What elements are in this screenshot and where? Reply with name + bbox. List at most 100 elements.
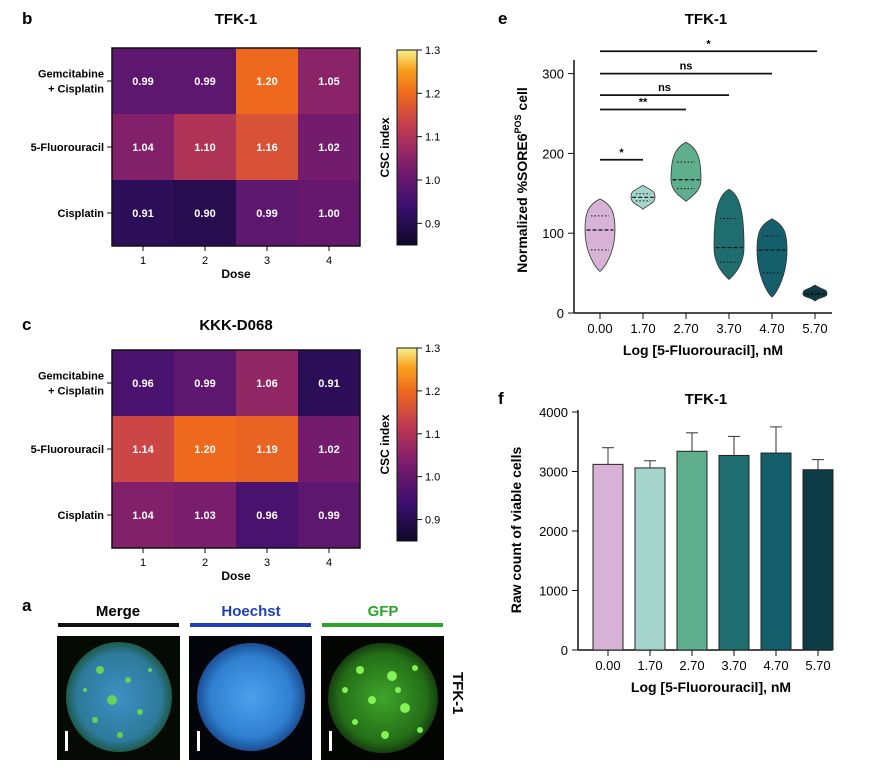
bar-0.00 [592,463,624,651]
colorbar-label: CSC index [378,414,392,474]
channel-title-gfp: GFP [368,603,399,620]
heatmap-value: 1.20 [194,444,215,456]
x-tick-label: 4.70 [759,321,784,336]
channel-title-hoechst: Hoechst [221,603,280,620]
spheroid-hoechst [197,643,305,751]
heatmap-b: TFK-10.99 0.99 1.20 1.051.04 1.10 1.16 1.020.9… [31,11,441,281]
x-tick-label: 0.00 [595,658,620,673]
x-tick-label: 3.70 [716,321,741,336]
heatmap-row-label: 5-Fluorouracil [31,444,104,456]
colorbar-tick-label: 1.3 [425,45,440,57]
heatmap-col-label: 1 [140,557,146,569]
heatmap-row-label: 5-Fluorouracil [31,142,104,154]
x-axis-label: Log [5-Fluorouracil], nM [631,679,791,695]
x-tick-label: 2.70 [679,658,704,673]
cell-line-label: TFK-1 [449,672,466,715]
significance-label: * [706,38,711,50]
heatmap-title: TFK-1 [215,11,258,28]
violin-5.70 [802,284,828,302]
heatmap-value: 1.05 [318,76,339,88]
heatmap-value: 1.04 [132,142,154,154]
colorbar-tick-label: 0.9 [425,515,440,527]
significance-label: ns [658,82,671,94]
y-tick-label: 300 [542,67,564,82]
violin-2.70 [670,141,702,202]
scale-bar-hoechst [197,731,200,751]
colorbar-tick-label: 0.9 [425,218,440,230]
heatmap-cell [236,114,298,180]
y-tick-label: 0 [557,306,564,321]
significance-label: ** [639,97,648,109]
y-tick-label: 200 [542,146,564,161]
bar-chart-f: TFK-1 0 1000 2000 3000 4000 Raw count of viabl… [508,391,834,695]
heatmap-cell [298,482,360,548]
violin-3.70 [713,188,745,281]
heatmap-value: 0.99 [194,76,215,88]
heatmap-value: 1.00 [318,208,339,220]
heatmap-cell [298,350,360,416]
x-tick-label: 3.70 [721,658,746,673]
y-tick-label: 100 [542,226,564,241]
y-tick-label: 1000 [539,584,568,599]
heatmap-xlabel: Dose [221,569,251,583]
panel-label-b: b [22,9,32,28]
heatmap-value: 1.02 [318,444,339,456]
heatmap-cell [298,48,360,114]
heatmap-col-label: 4 [326,557,332,569]
heatmap-row-label: + Cisplatin [48,84,104,96]
colorbar-tick-label: 1.2 [425,386,440,398]
heatmap-value: 0.91 [132,208,153,220]
channel-bar-merge [58,623,179,627]
x-tick-label: 5.70 [802,321,827,336]
x-tick-label: 1.70 [630,321,655,336]
heatmap-row-label: Cisplatin [58,208,105,220]
heatmap-cell [112,350,174,416]
colorbar-label: CSC index [378,117,392,177]
bar-title: TFK-1 [685,391,728,408]
heatmap-cell [174,482,236,548]
channel-bar-gfp [322,623,443,627]
panel-label-e: e [498,9,507,28]
heatmap-cell [174,416,236,482]
heatmap-cell [236,48,298,114]
bar-3.70 [718,454,750,651]
heatmap-row-label: + Cisplatin [48,386,104,398]
y-axis-label: Raw count of viable cells [508,447,524,614]
panel-label-f: f [498,389,504,408]
heatmap-value: 1.14 [132,444,154,456]
violin-chart-e: TFK-1 0 100 200 300 Normalized %SORE6POS cell… [513,11,832,358]
heatmap-value: 0.99 [132,76,153,88]
violin-4.70 [756,218,788,298]
heatmap-value: 0.99 [318,510,339,522]
heatmap-cell [298,180,360,246]
heatmap-cell [112,48,174,114]
x-axis-label: Log [5-Fluorouracil], nM [623,342,783,358]
heatmap-cell [298,416,360,482]
heatmap-col-label: 3 [264,557,270,569]
panel-label-c: c [22,315,31,334]
heatmap-row-label: Gemcitabine [38,371,104,383]
heatmap-cell [298,114,360,180]
heatmap-row-label: Gemcitabine [38,69,104,81]
x-tick-label: 2.70 [673,321,698,336]
colorbar-tick-label: 1.3 [425,343,440,355]
colorbar [396,49,418,246]
heatmap-cell [174,48,236,114]
heatmap-value: 1.19 [256,444,277,456]
bar-1.70 [634,467,666,651]
colorbar [396,347,418,542]
heatmap-value: 1.16 [256,142,277,154]
heatmap-value: 1.04 [132,510,154,522]
heatmap-cell [236,482,298,548]
x-tick-label: 0.00 [587,321,612,336]
heatmap-cell [112,114,174,180]
heatmap-col-label: 2 [202,557,208,569]
channel-bar-hoechst [190,623,311,627]
heatmap-value: 1.03 [194,510,215,522]
heatmap-cell [112,416,174,482]
panel-label-a: a [22,596,32,615]
heatmap-xlabel: Dose [221,267,251,281]
heatmap-row-label: Cisplatin [58,510,105,522]
violin-1.70 [630,184,656,210]
